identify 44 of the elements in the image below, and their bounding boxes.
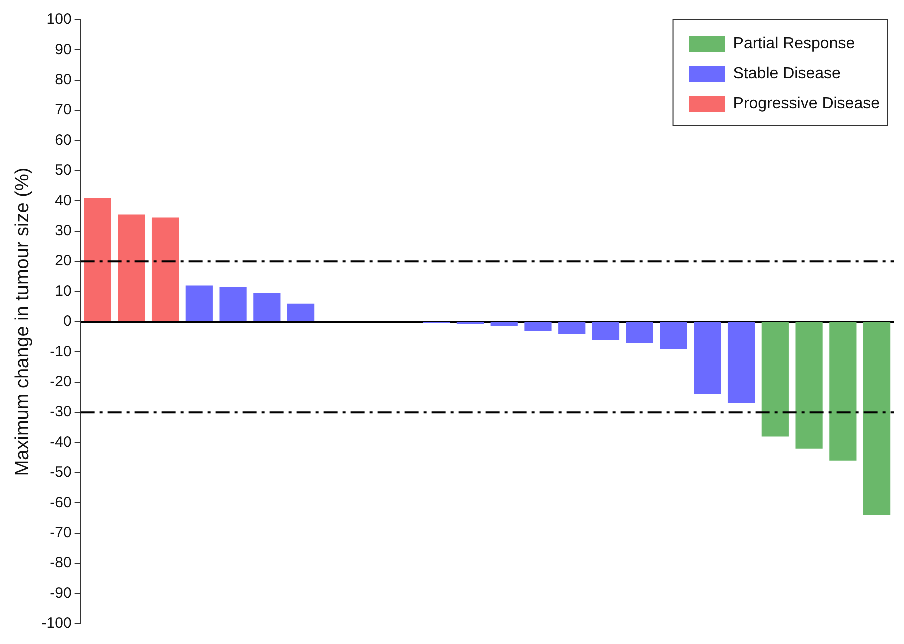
bar — [118, 214, 146, 322]
bar — [288, 304, 315, 322]
y-tick-label: 0 — [63, 313, 72, 330]
legend-label: Partial Response — [733, 35, 856, 52]
y-tick-label: -80 — [50, 554, 72, 572]
bar — [694, 322, 722, 394]
y-tick-label: 90 — [55, 41, 72, 58]
y-tick-label: -40 — [50, 434, 72, 451]
y-tick-label: -60 — [50, 494, 72, 512]
bar — [186, 286, 213, 322]
bar — [728, 322, 756, 404]
y-tick-label: -10 — [50, 343, 72, 360]
y-tick-label: 10 — [55, 282, 72, 300]
bar — [762, 322, 789, 437]
bar — [660, 322, 688, 350]
y-tick-label: 40 — [55, 192, 72, 210]
bar — [254, 293, 281, 322]
bar — [152, 218, 180, 322]
bar — [592, 322, 620, 340]
legend-label: Stable Disease — [733, 65, 841, 82]
y-tick-label: -30 — [50, 404, 72, 421]
legend-label: Progressive Disease — [733, 95, 880, 112]
bar — [830, 322, 857, 461]
y-tick-label: -20 — [50, 374, 72, 391]
y-tick-label: 100 — [46, 11, 72, 28]
y-tick-label: -70 — [50, 524, 72, 542]
y-tick-label: 20 — [55, 252, 72, 270]
bar — [796, 322, 823, 449]
y-tick-label: -100 — [42, 615, 72, 632]
y-tick-label: 70 — [55, 102, 72, 119]
bar — [220, 287, 247, 322]
y-tick-label: -90 — [50, 584, 72, 602]
bar — [490, 322, 518, 327]
bar — [626, 322, 654, 344]
bar — [524, 322, 552, 332]
y-tick-label: 60 — [55, 132, 72, 149]
y-tick-label: -50 — [50, 464, 72, 482]
bar — [558, 322, 586, 334]
y-axis-title: Maximum change in tumour size (%) — [12, 168, 34, 476]
bar — [864, 322, 891, 516]
y-tick-label: 50 — [55, 162, 72, 180]
bar — [84, 198, 112, 322]
y-tick-label: 30 — [55, 222, 72, 240]
y-tick-label: 80 — [55, 72, 72, 89]
